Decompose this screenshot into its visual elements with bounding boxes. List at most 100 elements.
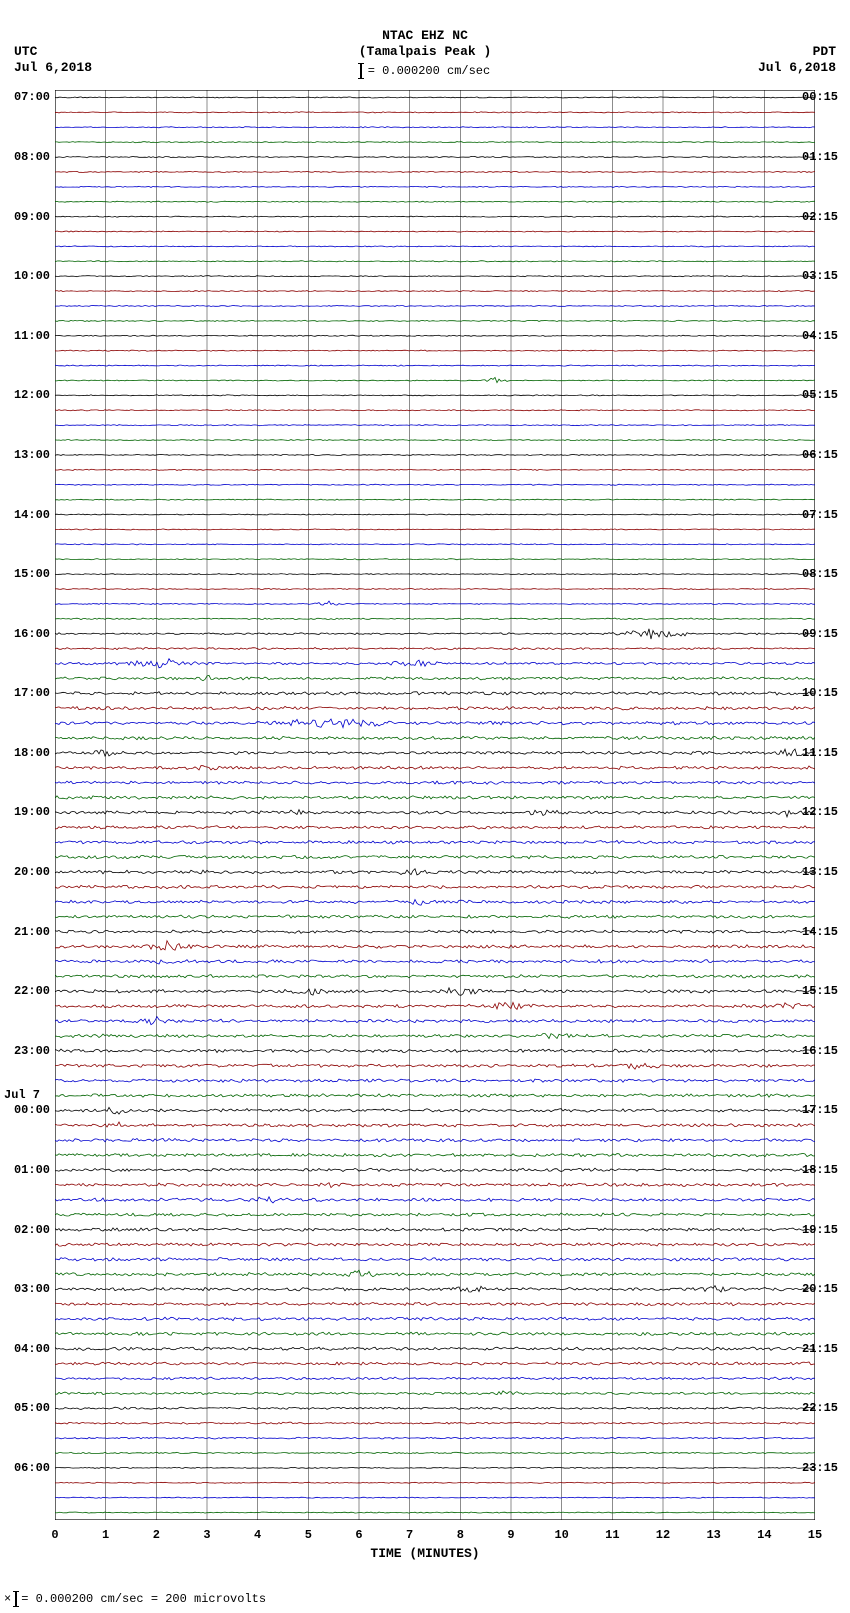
trace-89 [55, 1422, 815, 1424]
utc-label: 03:00 [0, 1282, 54, 1296]
trace-56 [55, 930, 815, 933]
trace-57 [55, 941, 815, 951]
trace-77 [55, 1243, 815, 1246]
trace-90 [55, 1437, 815, 1439]
trace-83 [55, 1332, 815, 1335]
trace-95 [55, 1512, 815, 1513]
trace-63 [55, 1034, 815, 1039]
x-tick: 10 [554, 1528, 568, 1542]
trace-4 [55, 157, 815, 158]
trace-87 [55, 1391, 815, 1395]
trace-6 [55, 186, 815, 187]
footer: × = 0.000200 cm/sec = 200 microvolts [4, 1591, 266, 1607]
trace-85 [55, 1362, 815, 1365]
trace-48 [55, 810, 815, 817]
x-tick: 2 [153, 1528, 160, 1542]
trace-0 [55, 97, 815, 98]
trace-19 [55, 378, 815, 383]
trace-22 [55, 425, 815, 426]
corner-tr: PDT Jul 6,2018 [758, 44, 836, 75]
trace-58 [55, 960, 815, 964]
trace-3 [55, 142, 815, 143]
station-id: NTAC EHZ NC [0, 28, 850, 44]
utc-label: 13:00 [0, 448, 54, 462]
trace-78 [55, 1258, 815, 1261]
utc-label: 14:00 [0, 508, 54, 522]
trace-9 [55, 231, 815, 232]
trace-2 [55, 127, 815, 128]
trace-26 [55, 484, 815, 485]
scale-bar-icon [15, 1591, 17, 1607]
seismogram-plot [55, 90, 815, 1520]
utc-label: 11:00 [0, 329, 54, 343]
trace-93 [55, 1482, 815, 1483]
x-axis: 0123456789101112131415 [55, 1520, 815, 1570]
trace-64 [55, 1049, 815, 1052]
day-label: Jul 7 [4, 1088, 40, 1102]
utc-label: 22:00 [0, 984, 54, 998]
trace-49 [55, 826, 815, 829]
utc-label: 21:00 [0, 925, 54, 939]
utc-label: 12:00 [0, 388, 54, 402]
utc-label: 04:00 [0, 1342, 54, 1356]
tr-date: Jul 6,2018 [758, 60, 836, 76]
utc-label: 10:00 [0, 269, 54, 283]
x-tick: 4 [254, 1528, 261, 1542]
trace-33 [55, 588, 815, 589]
trace-68 [55, 1107, 815, 1114]
trace-29 [55, 529, 815, 530]
trace-81 [55, 1302, 815, 1305]
trace-70 [55, 1139, 815, 1142]
trace-69 [55, 1122, 815, 1127]
trace-28 [55, 514, 815, 515]
trace-30 [55, 544, 815, 545]
utc-label: 02:00 [0, 1223, 54, 1237]
utc-label: 00:00 [0, 1103, 54, 1117]
trace-94 [55, 1497, 815, 1498]
trace-39 [55, 675, 815, 680]
trace-84 [55, 1347, 815, 1350]
trace-62 [55, 1017, 815, 1025]
trace-36 [55, 629, 815, 639]
trace-76 [55, 1228, 815, 1231]
trace-74 [55, 1197, 815, 1203]
scale-note: = 0.000200 cm/sec [360, 63, 490, 79]
trace-14 [55, 305, 815, 306]
utc-label: 17:00 [0, 686, 54, 700]
trace-53 [55, 885, 815, 888]
x-axis-title: TIME (MINUTES) [0, 1546, 850, 1561]
trace-25 [55, 469, 815, 470]
utc-label: 05:00 [0, 1401, 54, 1415]
trace-24 [55, 454, 815, 455]
trace-5 [55, 171, 815, 172]
trace-41 [55, 706, 815, 710]
trace-46 [55, 781, 815, 784]
trace-79 [55, 1270, 815, 1277]
trace-10 [55, 246, 815, 247]
traces [55, 97, 815, 1513]
trace-73 [55, 1183, 815, 1188]
trace-42 [55, 719, 815, 728]
trace-45 [55, 766, 815, 770]
footer-prefix: × [4, 1592, 11, 1606]
trace-16 [55, 335, 815, 336]
trace-7 [55, 201, 815, 202]
trace-80 [55, 1286, 815, 1292]
trace-61 [55, 1002, 815, 1009]
utc-label: 06:00 [0, 1461, 54, 1475]
trace-88 [55, 1407, 815, 1409]
trace-55 [55, 915, 815, 919]
trace-12 [55, 276, 815, 277]
trace-66 [55, 1079, 815, 1082]
utc-label: 09:00 [0, 210, 54, 224]
footer-text: = 0.000200 cm/sec = 200 microvolts [21, 1592, 266, 1606]
trace-17 [55, 350, 815, 351]
trace-31 [55, 559, 815, 560]
trace-43 [55, 736, 815, 739]
x-tick: 5 [305, 1528, 312, 1542]
trace-59 [55, 975, 815, 978]
trace-27 [55, 499, 815, 500]
trace-72 [55, 1168, 815, 1171]
trace-34 [55, 601, 815, 605]
x-tick: 12 [656, 1528, 670, 1542]
